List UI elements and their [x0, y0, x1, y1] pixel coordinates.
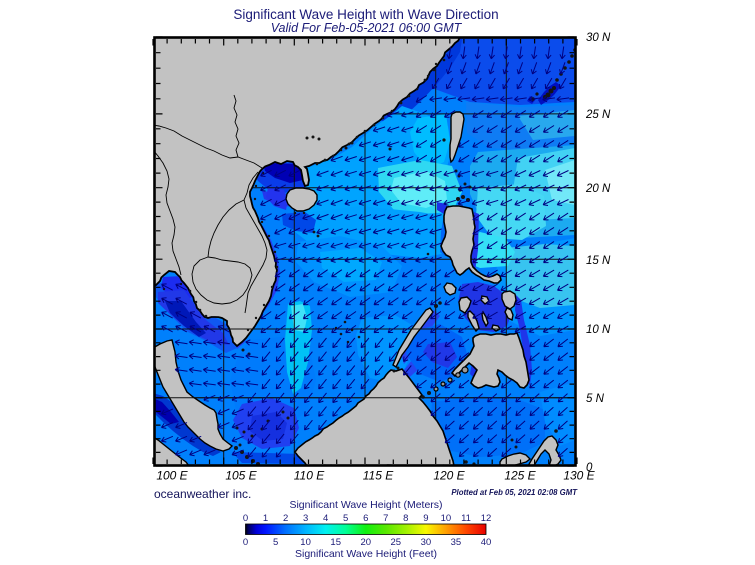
svg-text:100 E: 100 E — [156, 469, 188, 483]
svg-text:115 E: 115 E — [363, 469, 394, 483]
svg-text:0: 0 — [243, 513, 248, 524]
svg-text:0: 0 — [243, 537, 248, 548]
svg-text:Valid For Feb-05-2021 06:00 GM: Valid For Feb-05-2021 06:00 GMT — [271, 21, 463, 35]
svg-text:130 E: 130 E — [563, 469, 595, 483]
svg-text:20: 20 — [361, 537, 372, 548]
svg-text:7: 7 — [383, 513, 388, 524]
svg-text:105 E: 105 E — [225, 469, 257, 483]
svg-text:5: 5 — [343, 513, 348, 524]
svg-text:Significant Wave Height (Feet): Significant Wave Height (Feet) — [295, 548, 437, 560]
svg-text:Significant Wave Height (Meter: Significant Wave Height (Meters) — [289, 499, 442, 511]
svg-text:110 E: 110 E — [294, 469, 325, 483]
svg-text:25 N: 25 N — [585, 109, 611, 121]
svg-text:4: 4 — [323, 513, 328, 524]
svg-text:40: 40 — [481, 537, 492, 548]
svg-text:0: 0 — [586, 462, 593, 474]
svg-text:20 N: 20 N — [585, 183, 611, 195]
svg-text:3: 3 — [303, 513, 308, 524]
svg-text:120 E: 120 E — [433, 469, 465, 483]
svg-text:8: 8 — [403, 513, 408, 524]
svg-text:9: 9 — [423, 513, 428, 524]
svg-text:10: 10 — [300, 537, 311, 548]
svg-text:oceanweather inc.: oceanweather inc. — [154, 487, 251, 501]
svg-text:1: 1 — [263, 513, 268, 524]
svg-text:30 N: 30 N — [586, 32, 611, 44]
svg-text:Significant Wave Height with W: Significant Wave Height with Wave Direct… — [233, 7, 498, 22]
svg-text:2: 2 — [283, 513, 288, 524]
svg-text:12: 12 — [481, 513, 492, 524]
svg-text:5: 5 — [273, 537, 278, 548]
svg-text:6: 6 — [363, 513, 368, 524]
svg-text:125 E: 125 E — [504, 469, 536, 483]
svg-text:Plotted at Feb 05, 2021 02:08: Plotted at Feb 05, 2021 02:08 GMT — [451, 488, 578, 497]
svg-text:25: 25 — [391, 537, 402, 548]
svg-text:10: 10 — [441, 513, 452, 524]
svg-text:11: 11 — [461, 513, 471, 524]
svg-text:35: 35 — [451, 537, 462, 548]
svg-text:5 N: 5 N — [586, 393, 605, 405]
svg-text:15: 15 — [330, 537, 341, 548]
svg-text:10 N: 10 N — [586, 324, 611, 336]
svg-text:15 N: 15 N — [586, 255, 611, 267]
svg-text:30: 30 — [421, 537, 432, 548]
